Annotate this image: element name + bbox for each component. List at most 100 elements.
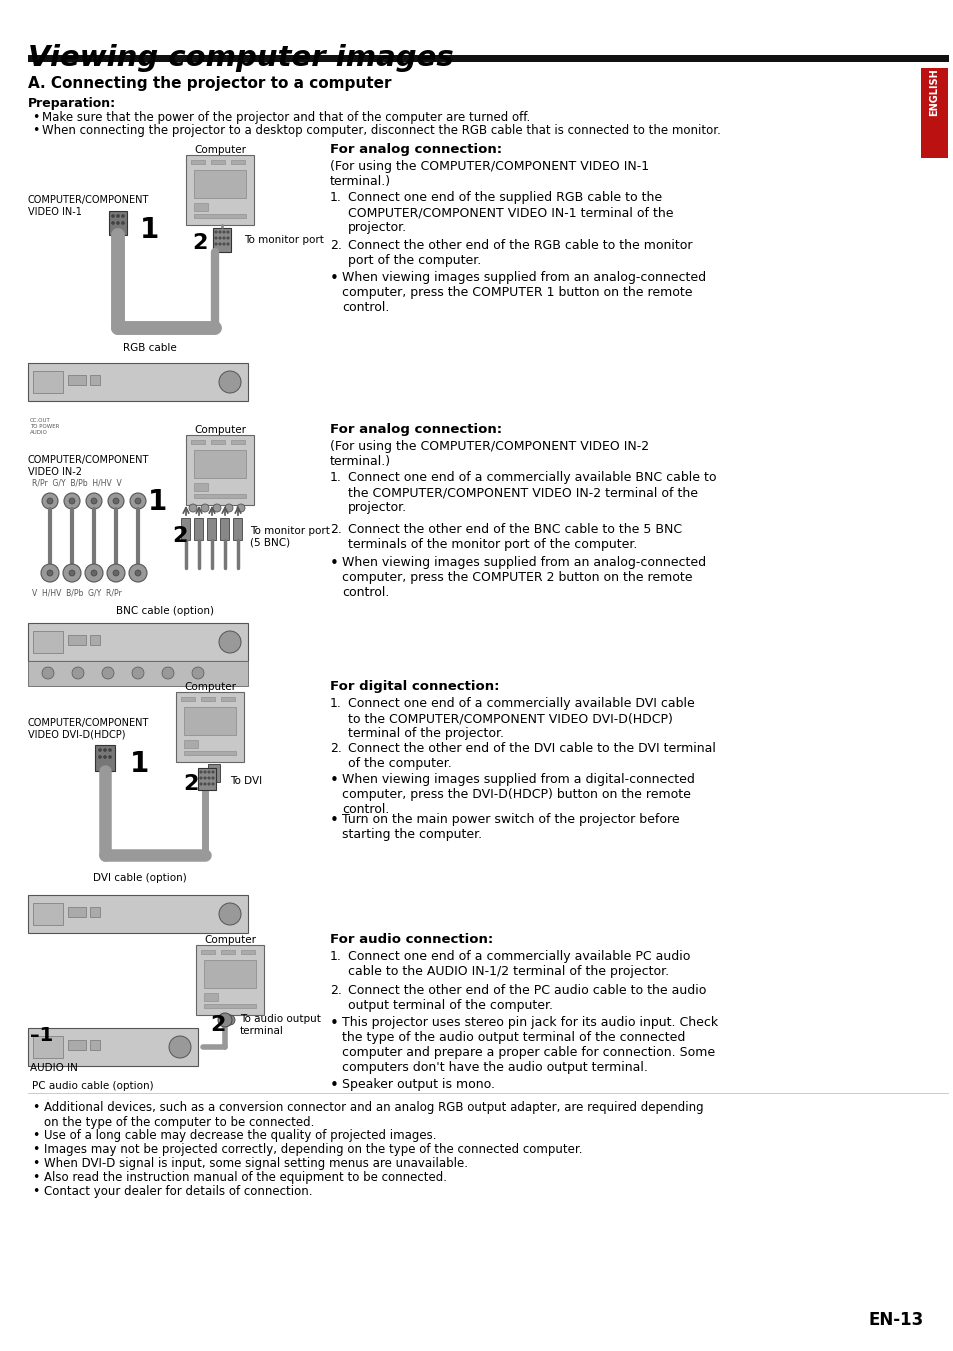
Bar: [90, 635, 100, 644]
Text: Connect one end of a commercially available DVI cable
to the COMPUTER/COMPONENT : Connect one end of a commercially availa…: [348, 697, 694, 740]
Text: COMPUTER/COMPONENT
VIDEO IN-2: COMPUTER/COMPONENT VIDEO IN-2: [28, 455, 150, 477]
Text: To monitor port: To monitor port: [244, 235, 323, 245]
Text: PC audio cable (option): PC audio cable (option): [32, 1081, 153, 1092]
Bar: [28, 661, 248, 686]
Text: •: •: [330, 773, 338, 788]
Circle shape: [204, 777, 206, 780]
Bar: [28, 363, 248, 401]
Text: Computer: Computer: [193, 145, 246, 155]
Circle shape: [218, 243, 221, 245]
Circle shape: [225, 504, 233, 512]
Circle shape: [199, 782, 202, 785]
Text: 2.: 2.: [330, 984, 341, 997]
Text: COMPUTER/COMPONENT
VIDEO DVI-D(HDCP): COMPUTER/COMPONENT VIDEO DVI-D(HDCP): [28, 717, 150, 739]
Circle shape: [192, 667, 204, 680]
Bar: [220, 517, 229, 540]
Text: To DVI: To DVI: [230, 775, 262, 786]
Text: Connect the other end of the PC audio cable to the audio
output terminal of the : Connect the other end of the PC audio ca…: [348, 984, 705, 1012]
Text: EN-13: EN-13: [868, 1310, 923, 1329]
Circle shape: [214, 243, 217, 245]
Text: Connect the other end of the BNC cable to the 5 BNC
terminals of the monitor por: Connect the other end of the BNC cable t…: [348, 523, 681, 551]
Bar: [211, 159, 225, 163]
Text: A. Connecting the projector to a computer: A. Connecting the projector to a compute…: [28, 76, 391, 91]
Text: When DVI-D signal is input, some signal setting menus are unavailable.: When DVI-D signal is input, some signal …: [44, 1156, 468, 1170]
Circle shape: [107, 563, 125, 582]
Circle shape: [212, 771, 214, 773]
Text: When connecting the projector to a desktop computer, disconnect the RGB cable th: When connecting the projector to a deskt…: [42, 124, 720, 136]
Circle shape: [223, 243, 225, 245]
Bar: [231, 440, 245, 444]
Text: R/Pr  G/Y  B/Pb  H/HV  V: R/Pr G/Y B/Pb H/HV V: [32, 478, 122, 486]
Text: 2.: 2.: [330, 239, 341, 253]
Bar: [175, 692, 244, 762]
Circle shape: [109, 755, 112, 758]
Circle shape: [91, 499, 97, 504]
Text: •: •: [32, 1185, 39, 1198]
Bar: [68, 907, 86, 917]
Bar: [193, 494, 246, 499]
Bar: [920, 68, 947, 158]
Text: Make sure that the power of the projector and that of the computer are turned of: Make sure that the power of the projecto…: [42, 111, 530, 124]
Bar: [95, 744, 115, 771]
Text: To monitor port
(5 BNC): To monitor port (5 BNC): [250, 526, 330, 547]
Circle shape: [227, 243, 229, 245]
Text: To audio output
terminal: To audio output terminal: [240, 1015, 320, 1036]
Text: •: •: [32, 1171, 39, 1183]
Bar: [90, 907, 100, 917]
Text: When viewing images supplied from an analog-connected
computer, press the COMPUT: When viewing images supplied from an ana…: [341, 557, 705, 598]
Circle shape: [109, 748, 112, 751]
Bar: [28, 894, 248, 934]
Text: When viewing images supplied from a digital-connected
computer, press the DVI-D(: When viewing images supplied from a digi…: [341, 773, 694, 816]
Bar: [184, 707, 235, 735]
Circle shape: [169, 1036, 191, 1058]
Circle shape: [116, 222, 119, 224]
Circle shape: [214, 236, 217, 239]
Text: 2: 2: [192, 232, 207, 253]
Circle shape: [208, 782, 210, 785]
Bar: [201, 950, 214, 954]
Circle shape: [86, 493, 102, 509]
Bar: [233, 517, 242, 540]
Circle shape: [223, 236, 225, 239]
Circle shape: [112, 222, 114, 224]
Bar: [33, 902, 63, 925]
Bar: [208, 765, 220, 782]
Circle shape: [85, 563, 103, 582]
Bar: [211, 440, 225, 444]
Bar: [193, 517, 203, 540]
Circle shape: [201, 504, 209, 512]
Bar: [191, 440, 205, 444]
Bar: [195, 944, 264, 1015]
Bar: [33, 631, 63, 653]
Circle shape: [135, 499, 141, 504]
Text: Computer: Computer: [184, 682, 235, 692]
Circle shape: [208, 777, 210, 780]
Bar: [221, 697, 234, 701]
Circle shape: [47, 499, 53, 504]
Text: RGB cable: RGB cable: [123, 343, 176, 353]
Circle shape: [227, 231, 229, 234]
Circle shape: [112, 499, 119, 504]
Circle shape: [42, 493, 58, 509]
Text: 2.: 2.: [330, 742, 341, 755]
Text: Speaker output is mono.: Speaker output is mono.: [341, 1078, 495, 1092]
Circle shape: [208, 771, 210, 773]
Circle shape: [219, 372, 241, 393]
Circle shape: [162, 667, 173, 680]
Circle shape: [91, 570, 97, 576]
Bar: [184, 740, 198, 748]
Circle shape: [47, 570, 53, 576]
Bar: [213, 228, 231, 253]
Text: Also read the instruction manual of the equipment to be connected.: Also read the instruction manual of the …: [44, 1171, 447, 1183]
Circle shape: [129, 563, 147, 582]
Bar: [181, 697, 194, 701]
Circle shape: [204, 782, 206, 785]
Bar: [193, 450, 246, 478]
Bar: [28, 55, 948, 62]
Circle shape: [204, 771, 206, 773]
Text: •: •: [32, 1129, 39, 1142]
Bar: [186, 155, 253, 226]
Circle shape: [41, 563, 59, 582]
Text: AUDIO IN: AUDIO IN: [30, 1063, 78, 1073]
Text: –1: –1: [30, 1025, 53, 1046]
